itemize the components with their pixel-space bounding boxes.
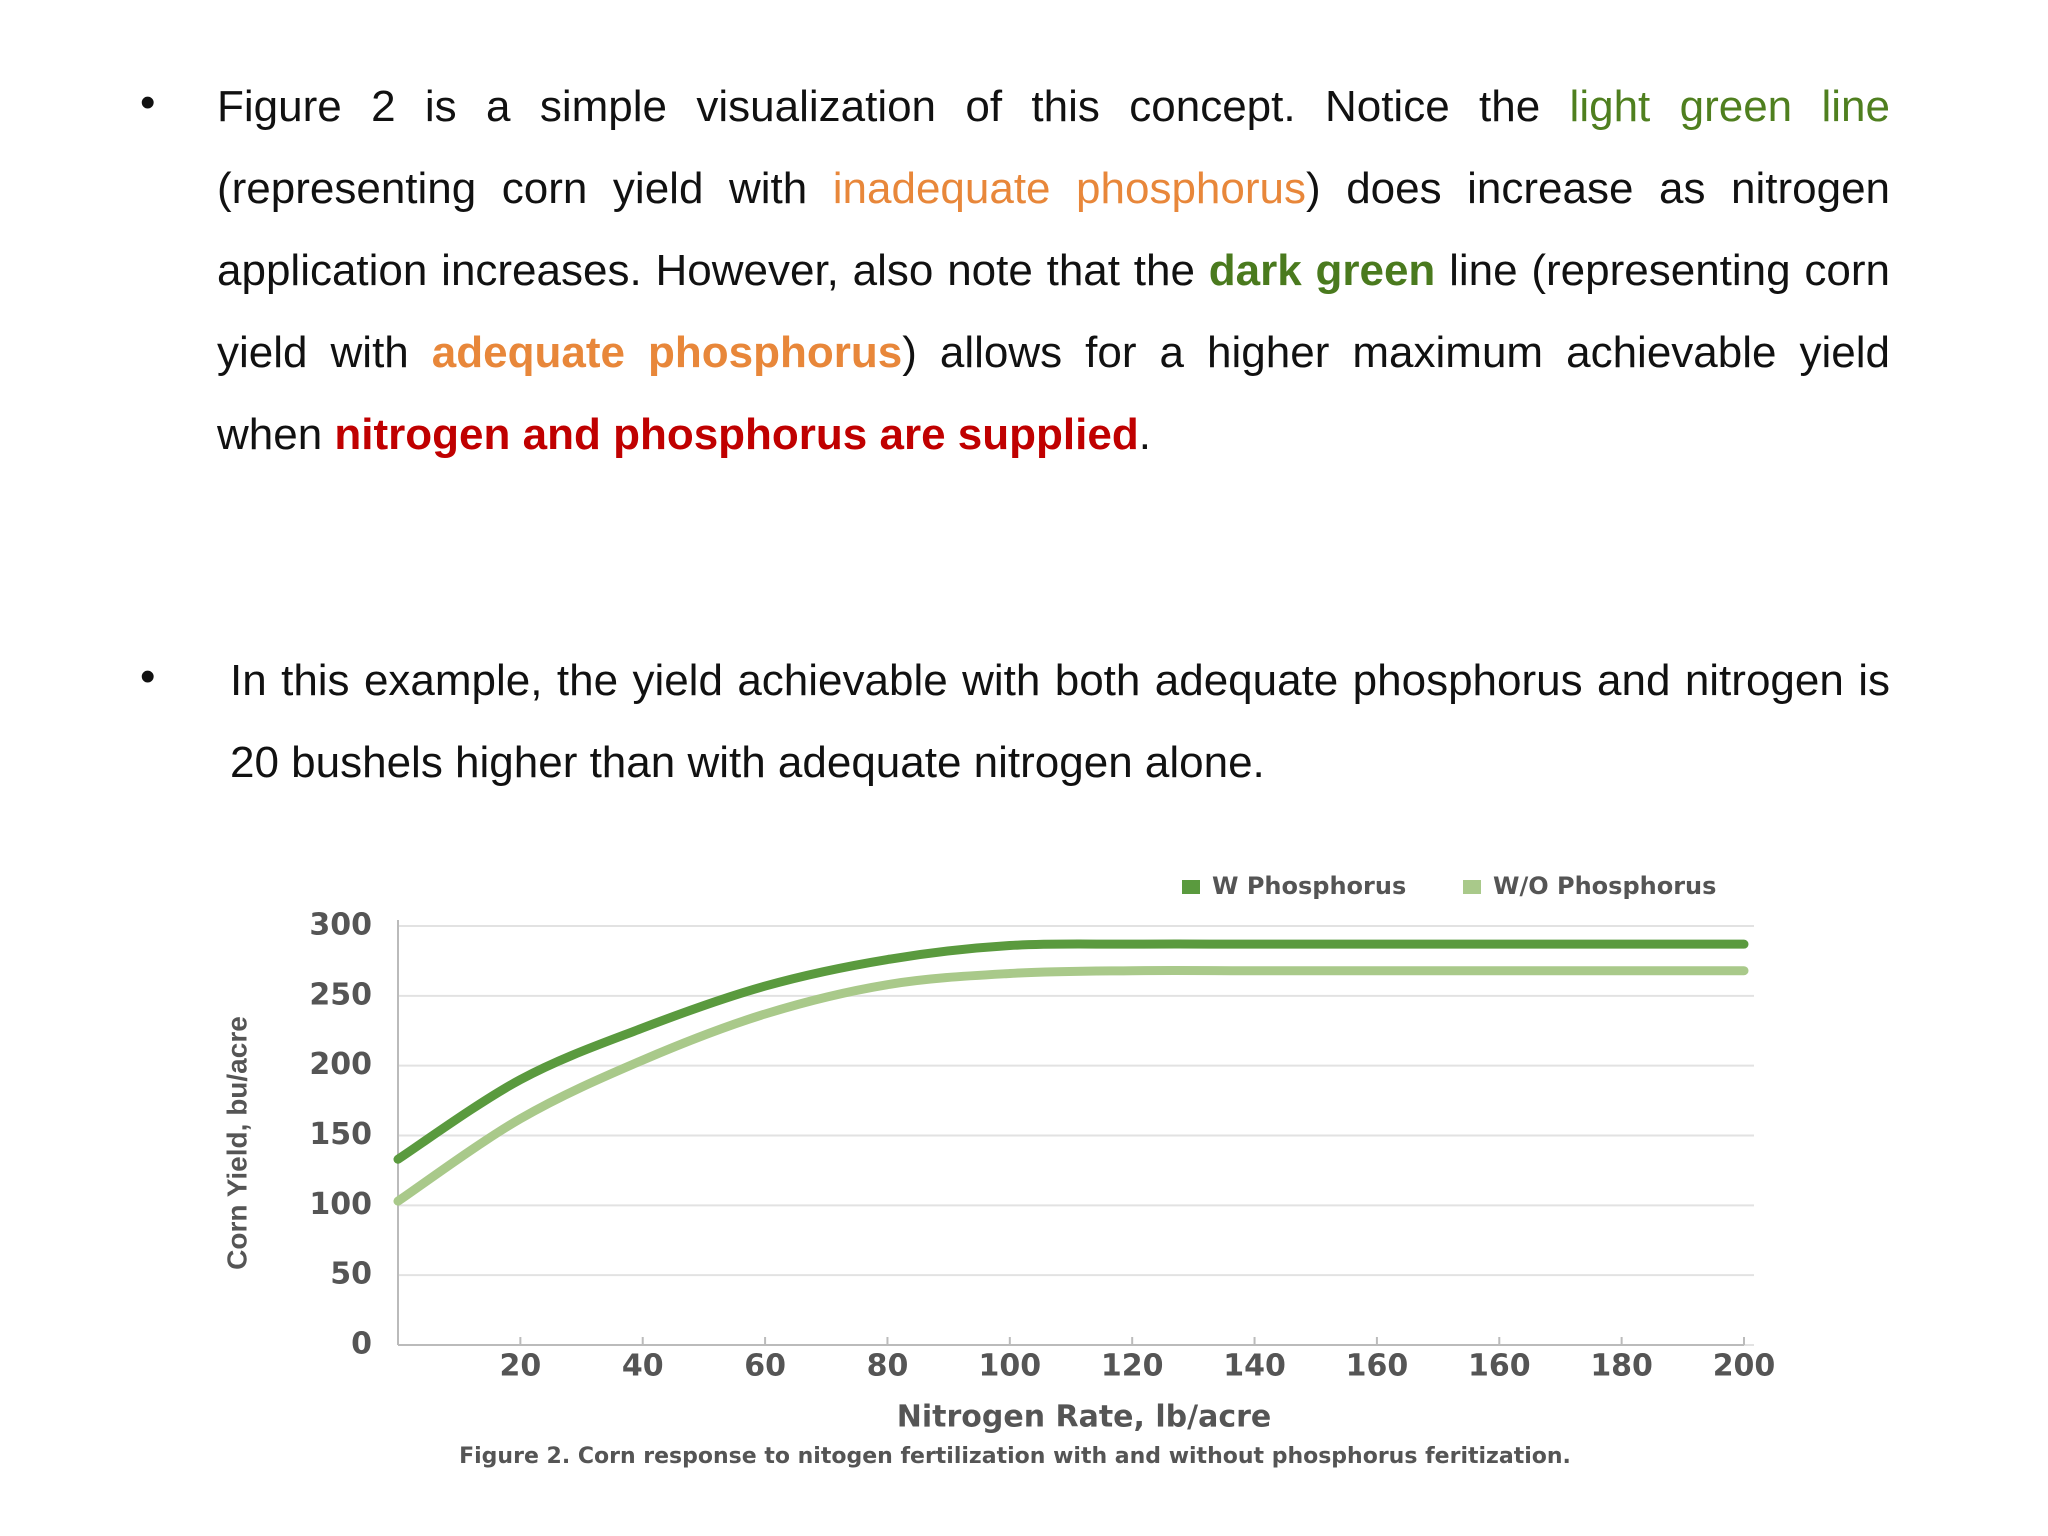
- text-run: (representing corn yield with: [217, 164, 833, 213]
- x-tick-label: 80: [867, 1349, 909, 1384]
- y-tick-label: 200: [309, 1047, 372, 1082]
- data-line: [393, 939, 1749, 1164]
- text-run: inadequate phosphorus: [832, 164, 1307, 213]
- text-run: .: [1138, 410, 1151, 459]
- y-tick-label: 250: [309, 977, 372, 1012]
- y-axis-label: Corn Yield, bu/acre: [221, 1016, 252, 1270]
- paragraph: Figure 2 is a simple visualization of th…: [217, 66, 1890, 476]
- legend-swatch: [1463, 880, 1481, 894]
- y-tick-label: 300: [309, 908, 372, 943]
- x-tick-label: 60: [744, 1349, 786, 1384]
- y-tick-label: 50: [330, 1257, 372, 1292]
- text-run: adequate phosphorus: [431, 328, 903, 377]
- legend-swatch: [1182, 880, 1200, 894]
- caption: Figure 2. Corn response to nitogen ferti…: [459, 1444, 1571, 1469]
- x-axis-label: Nitrogen Rate, lb/acre: [897, 1400, 1272, 1435]
- text-run: Figure 2 is a simple visualization of th…: [217, 82, 1570, 131]
- text-run: line (representing corn yield with: [217, 246, 1890, 377]
- x-tick-label: 160: [1346, 1349, 1409, 1384]
- x-tick-label: 160: [1468, 1349, 1531, 1384]
- legend-label: W/O Phosphorus: [1493, 872, 1716, 900]
- paragraph: In this example, the yield achievable wi…: [230, 640, 1890, 804]
- y-tick-label: 150: [309, 1117, 372, 1152]
- y-tick-label: 0: [351, 1327, 372, 1362]
- bullet-marker: •: [140, 78, 156, 127]
- x-tick-label: 140: [1223, 1349, 1286, 1384]
- x-tick-label: 200: [1713, 1349, 1776, 1384]
- x-tick-label: 20: [499, 1349, 541, 1384]
- text-run: light green line: [1569, 82, 1890, 131]
- text-run: ) allows for a higher maximum achievable…: [217, 328, 1890, 459]
- legend-label: W Phosphorus: [1212, 872, 1406, 900]
- data-line: [393, 965, 1749, 1206]
- x-tick-label: 100: [979, 1349, 1042, 1384]
- x-tick-label: 40: [622, 1349, 664, 1384]
- y-tick-label: 100: [309, 1187, 372, 1222]
- text-run: dark green: [1208, 246, 1436, 295]
- text-run: nitrogen and phosphorus are supplied: [334, 410, 1139, 459]
- text-run: ) does increase as nitrogen application …: [217, 164, 1891, 295]
- text-run: In this example, the yield achievable wi…: [230, 656, 1890, 787]
- x-tick-label: 180: [1590, 1349, 1653, 1384]
- bullet-marker: •: [140, 652, 156, 701]
- x-tick-label: 120: [1101, 1349, 1164, 1384]
